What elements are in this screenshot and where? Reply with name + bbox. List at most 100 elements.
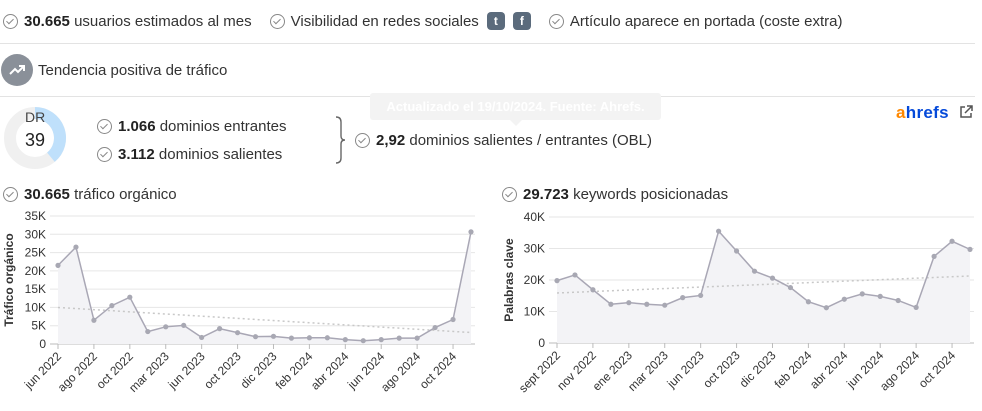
data-point[interactable]	[841, 296, 847, 302]
y-tick-label: 20K	[25, 264, 46, 278]
traffic-chart-title: 30.665 tráfico orgánico	[3, 186, 177, 203]
trend-line	[57, 306, 472, 334]
data-point[interactable]	[662, 302, 668, 308]
data-point[interactable]	[450, 316, 456, 323]
data-point[interactable]	[931, 253, 937, 259]
data-point[interactable]	[680, 295, 686, 301]
y-axis-label: Palabras clave	[502, 238, 516, 322]
x-tick-label: ago 2024	[877, 348, 923, 394]
data-point[interactable]	[145, 328, 151, 335]
y-tick-label: 30K	[524, 242, 545, 256]
y-tick-label: 40K	[524, 210, 545, 224]
data-point[interactable]	[644, 301, 650, 307]
data-point[interactable]	[252, 334, 259, 340]
data-point[interactable]	[181, 322, 187, 328]
data-point[interactable]	[823, 305, 829, 311]
data-point[interactable]	[895, 297, 901, 304]
facebook-icon[interactable]: f	[512, 12, 531, 30]
data-point[interactable]	[306, 335, 312, 341]
x-tick-label: mar 2023	[126, 349, 172, 395]
data-point[interactable]	[626, 300, 632, 306]
data-point[interactable]	[55, 262, 61, 268]
dr-gauge: DR 39	[2, 106, 72, 170]
data-point[interactable]	[199, 334, 205, 341]
data-point[interactable]	[805, 299, 811, 305]
data-point[interactable]	[360, 338, 366, 344]
y-axis-label: Tráfico orgánico	[2, 233, 16, 326]
y-tick-label: 15K	[25, 282, 46, 296]
data-point[interactable]	[913, 304, 919, 311]
x-tick-label: sept 2022	[516, 348, 563, 395]
x-tick-label: oct 2023	[201, 349, 244, 392]
data-point[interactable]	[396, 335, 402, 341]
data-point[interactable]	[217, 326, 223, 332]
x-tick-label: jun 2023	[165, 349, 208, 392]
y-tick-label: 20K	[524, 273, 545, 287]
ahrefs-logo[interactable]: ahrefs	[896, 103, 949, 122]
x-tick-label: ago 2022	[55, 349, 101, 395]
x-tick-label: mar 2023	[625, 348, 671, 394]
data-point[interactable]	[967, 246, 973, 252]
check-circle-icon	[502, 187, 517, 202]
data-point[interactable]	[698, 292, 704, 299]
data-point[interactable]	[91, 317, 97, 323]
check-circle-icon	[548, 13, 564, 29]
x-tick-label: feb 2024	[772, 348, 815, 391]
data-point[interactable]	[414, 335, 420, 341]
frontpage-text: Artículo aparece en portada (coste extra…	[569, 12, 843, 30]
data-point[interactable]	[949, 238, 955, 244]
y-tick-label: 25K	[25, 246, 46, 260]
divider	[0, 43, 975, 44]
ratio-text: dominios salientes / entrantes (OBL)	[409, 132, 652, 149]
data-point[interactable]	[590, 287, 596, 293]
data-point[interactable]	[270, 333, 277, 339]
dr-label: DR	[25, 109, 46, 125]
trending-up-icon	[1, 54, 33, 86]
external-link-icon[interactable]	[959, 105, 973, 119]
data-point[interactable]	[877, 293, 883, 299]
traffic-number: 30.665	[24, 186, 70, 203]
data-point[interactable]	[733, 248, 740, 254]
data-point[interactable]	[378, 337, 384, 343]
incoming-number: 1.066	[118, 118, 156, 135]
data-point[interactable]	[608, 301, 614, 307]
outgoing-domains: 3.112 dominios salientes	[97, 146, 282, 163]
data-point[interactable]	[234, 330, 241, 336]
data-point[interactable]	[73, 244, 79, 250]
x-tick-label: jun 2023	[664, 348, 707, 391]
obl-ratio: 2,92 dominios salientes / entrantes (OBL…	[355, 132, 652, 149]
social-text: Visibilidad en redes sociales	[290, 12, 479, 30]
x-tick-label: oct 2024	[417, 349, 460, 392]
data-point[interactable]	[163, 324, 169, 330]
x-tick-label: oct 2024	[916, 348, 959, 391]
trend-text: Tendencia positiva de tráfico	[38, 61, 228, 79]
data-point[interactable]	[554, 278, 560, 284]
series-line	[57, 231, 472, 342]
data-point[interactable]	[787, 284, 794, 291]
x-tick-label: dic 2023	[737, 348, 779, 390]
data-point[interactable]	[751, 268, 758, 274]
feature-social: Visibilidad en redes sociales t f	[269, 12, 531, 30]
data-point[interactable]	[109, 303, 115, 309]
twitter-icon[interactable]: t	[486, 12, 505, 30]
x-tick-label: ago 2024	[378, 349, 424, 395]
data-point[interactable]	[432, 324, 438, 331]
incoming-text: dominios entrantes	[159, 118, 287, 135]
data-point[interactable]	[572, 272, 578, 278]
y-tick-label: 0	[538, 336, 545, 350]
keywords-text: keywords posicionadas	[573, 186, 729, 203]
dr-value: 39	[25, 130, 46, 150]
data-point[interactable]	[468, 229, 474, 235]
traffic-chart: 0 5K 10K 15K 20K 25K 30K 35K Tráfico orgánico jun…	[2, 209, 475, 395]
check-circle-icon	[355, 133, 370, 148]
data-point[interactable]	[716, 228, 722, 234]
data-point[interactable]	[859, 291, 865, 297]
data-point[interactable]	[127, 294, 133, 300]
data-point[interactable]	[769, 275, 776, 281]
data-point[interactable]	[324, 335, 330, 341]
data-point[interactable]	[288, 335, 295, 341]
data-point[interactable]	[342, 337, 348, 343]
check-circle-icon	[3, 187, 18, 202]
dr-donut	[4, 107, 66, 169]
